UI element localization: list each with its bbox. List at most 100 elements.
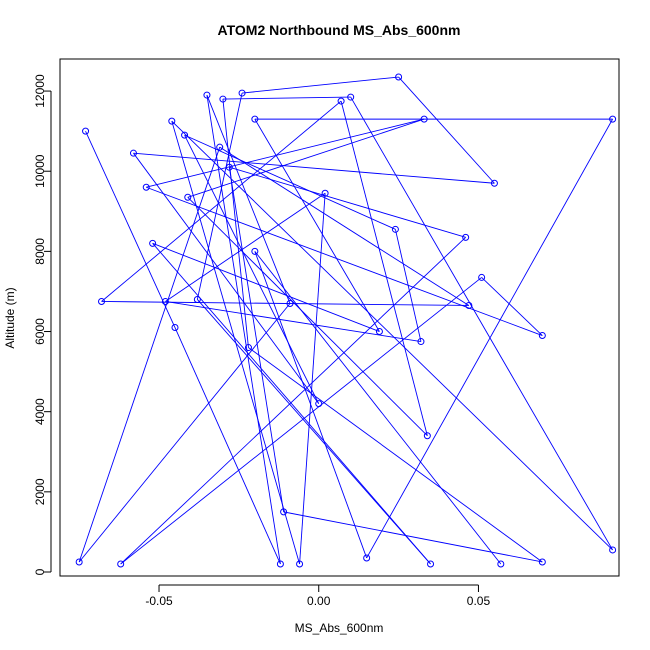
data-point	[117, 560, 125, 568]
series-line-segment	[254, 251, 502, 565]
data-point	[538, 558, 546, 566]
x-tick-label: 0.00	[307, 594, 331, 608]
plot-frame	[59, 58, 620, 577]
series-line-segment	[283, 511, 543, 563]
y-axis-label: Altitude (m)	[3, 287, 17, 348]
data-point	[219, 95, 227, 103]
series-line-segment	[229, 166, 466, 238]
y-tick-label: 6000	[33, 318, 47, 345]
series-line-segment	[299, 193, 326, 565]
data-point	[225, 163, 233, 171]
x-tick-label: 0.05	[467, 594, 491, 608]
series-line-segment	[120, 237, 466, 565]
data-point	[280, 508, 288, 516]
x-axis-label: MS_Abs_600nm	[295, 621, 384, 635]
series-line-segment	[133, 152, 320, 404]
data-point	[363, 554, 371, 562]
data-point	[238, 89, 246, 97]
series-line-segment	[254, 251, 368, 559]
data-point	[181, 131, 189, 139]
data-point	[420, 115, 428, 123]
series-line-segment	[206, 95, 281, 565]
series-line-segment	[254, 118, 380, 332]
series-line-segment	[146, 118, 425, 188]
data-point	[161, 297, 169, 305]
data-point	[497, 560, 505, 568]
series-line-segment	[394, 229, 422, 342]
series-line-segment	[366, 118, 614, 559]
data-point	[203, 91, 211, 99]
series-line-segment	[242, 76, 399, 94]
series-line-segment	[120, 277, 482, 565]
data-point	[244, 344, 252, 352]
data-point	[478, 273, 486, 281]
series-line-segment	[187, 196, 428, 437]
series-line-segment	[171, 120, 613, 551]
series-line-segment	[78, 147, 221, 563]
series-line-segment	[152, 242, 380, 332]
data-point	[337, 97, 345, 105]
data-point	[423, 432, 431, 440]
series-line-segment	[228, 167, 285, 512]
series-line-segment	[197, 299, 431, 565]
data-point	[184, 193, 192, 201]
data-point	[465, 301, 473, 309]
data-point	[315, 400, 323, 408]
data-point	[609, 546, 617, 554]
plot-area	[75, 73, 617, 568]
data-point	[251, 247, 259, 255]
y-tick-label: 4000	[33, 398, 47, 425]
chart-title: ATOM2 Northbound MS_Abs_600nm	[218, 22, 461, 38]
y-tick-label: 2000	[33, 478, 47, 505]
data-point	[609, 115, 617, 123]
data-point	[462, 233, 470, 241]
y-tick-label: 0	[33, 568, 47, 575]
series-line-segment	[398, 76, 495, 184]
data-point	[538, 332, 546, 340]
data-point	[417, 338, 425, 346]
series-line-segment	[248, 347, 543, 563]
series-line-segment	[222, 96, 351, 100]
data-point	[296, 560, 304, 568]
data-point	[427, 560, 435, 568]
data-point	[490, 179, 498, 187]
series-line-segment	[340, 100, 428, 436]
data-point	[82, 127, 90, 135]
data-point	[129, 149, 137, 157]
series-line-segment	[85, 130, 176, 328]
series-line-segment	[101, 100, 342, 302]
data-point	[347, 93, 355, 101]
data-point	[98, 297, 106, 305]
series-line-segment	[165, 192, 326, 302]
series-line-segment	[184, 134, 320, 404]
series-line-segment	[78, 303, 291, 563]
series-line-segment	[146, 186, 543, 336]
data-point	[171, 324, 179, 332]
data-point	[276, 560, 284, 568]
x-tick-label: -0.05	[145, 594, 173, 608]
data-point	[193, 295, 201, 303]
data-point	[321, 189, 329, 197]
data-point	[395, 73, 403, 81]
series-line-segment	[206, 94, 291, 304]
series-line-segment	[350, 96, 614, 551]
series-line-segment	[133, 152, 495, 184]
series-line-segment	[174, 327, 281, 565]
y-tick-label: 10000	[33, 154, 47, 188]
data-point	[251, 115, 259, 123]
data-point	[149, 239, 157, 247]
y-tick-label: 12000	[33, 74, 47, 108]
y-tick-label: 8000	[33, 238, 47, 265]
series-line-segment	[222, 99, 249, 348]
data-point	[75, 558, 83, 566]
series-line-segment	[187, 118, 425, 198]
series-line-segment	[481, 277, 543, 336]
data-point	[375, 328, 383, 336]
x-axis: -0.05 0.00 0.05	[145, 584, 491, 608]
y-axis: 0 2000 4000 6000 8000 10000 12000	[33, 74, 52, 575]
series-line-segment	[165, 301, 422, 342]
series-line-segment	[196, 92, 243, 300]
data-point	[168, 117, 176, 125]
data-point	[216, 143, 224, 151]
series-line-segment	[219, 146, 470, 306]
